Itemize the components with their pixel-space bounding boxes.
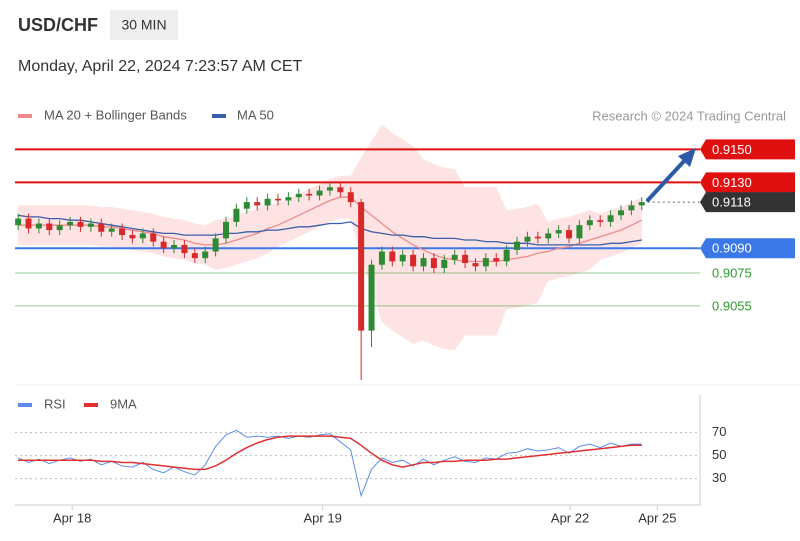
candle-body bbox=[638, 202, 645, 206]
candle-body bbox=[607, 215, 614, 222]
price-level-label: 0.9150 bbox=[712, 142, 752, 157]
candle-body bbox=[545, 233, 552, 239]
candle-body bbox=[254, 202, 261, 206]
candle-body bbox=[67, 221, 74, 226]
candle-body bbox=[274, 198, 281, 201]
candle-body bbox=[243, 202, 250, 209]
candle-body bbox=[35, 223, 42, 229]
candle-body bbox=[441, 259, 448, 269]
candle-body bbox=[482, 258, 489, 267]
candle-body bbox=[534, 236, 541, 239]
candle-body bbox=[451, 254, 458, 260]
rsi-line bbox=[18, 435, 642, 471]
candle-body bbox=[129, 235, 136, 239]
x-tick-label: Apr 22 bbox=[551, 510, 589, 525]
candle-body bbox=[337, 187, 344, 193]
y-tick-label: 70 bbox=[712, 424, 726, 439]
candle-body bbox=[98, 223, 105, 232]
legend-label: RSI bbox=[44, 396, 66, 411]
annotation-arrowhead bbox=[678, 148, 696, 167]
price-level-box bbox=[700, 139, 795, 160]
candle-body bbox=[514, 241, 521, 250]
candle-body bbox=[628, 205, 635, 211]
candle-body bbox=[399, 254, 406, 262]
candle-body bbox=[212, 238, 219, 252]
candle-body bbox=[576, 225, 583, 239]
x-tick-label: Apr 19 bbox=[304, 510, 342, 525]
legend-label: 9MA bbox=[110, 396, 137, 411]
candle-body bbox=[503, 249, 510, 262]
plot: 0.9150 0.9130 0.9118 0.9090 0.9075 0.9055 MA 2… bbox=[15, 107, 795, 525]
price-level-box bbox=[700, 238, 795, 259]
candle-body bbox=[171, 244, 178, 249]
candle-body bbox=[597, 220, 604, 222]
bollinger-band bbox=[18, 124, 642, 351]
candle-body bbox=[316, 190, 323, 196]
x-tick-label: Apr 18 bbox=[53, 510, 91, 525]
candle-body bbox=[358, 202, 365, 331]
candle-body bbox=[524, 236, 531, 242]
candle-body bbox=[472, 263, 479, 267]
price-level-box bbox=[700, 172, 795, 193]
candle-body bbox=[378, 251, 385, 265]
interval: 30 MIN bbox=[121, 17, 166, 33]
candle-body bbox=[264, 198, 271, 206]
candle-body bbox=[493, 258, 500, 262]
candle-body bbox=[430, 258, 437, 269]
candle-body bbox=[462, 254, 469, 264]
y-tick-label: 50 bbox=[712, 447, 726, 462]
interval-badge bbox=[110, 10, 178, 40]
candle-body bbox=[618, 210, 625, 216]
candle-body bbox=[347, 192, 354, 203]
candle-body bbox=[306, 193, 313, 196]
price-level-label: 0.9118 bbox=[712, 195, 751, 210]
candle-body bbox=[420, 258, 427, 267]
timestamp: Monday, April 22, 2024 7:23:57 AM CET bbox=[18, 58, 303, 75]
rsi-line bbox=[17, 429, 642, 498]
candle-body bbox=[202, 251, 209, 259]
candle-body bbox=[191, 253, 198, 259]
candle-body bbox=[326, 187, 333, 191]
y-tick-label: 30 bbox=[712, 470, 726, 485]
candle-body bbox=[46, 223, 53, 231]
candle-body bbox=[77, 221, 84, 227]
candle-body bbox=[233, 208, 240, 222]
price-level-label: 0.9130 bbox=[712, 175, 752, 190]
legend-label: MA 20 + Bollinger Bands bbox=[44, 107, 187, 122]
price-level-label: 0.9055 bbox=[712, 298, 752, 313]
legend-label: MA 50 bbox=[237, 107, 274, 122]
price-level-label: 0.9075 bbox=[712, 265, 752, 280]
candle-body bbox=[25, 218, 32, 229]
candle-body bbox=[410, 254, 417, 267]
candle-body bbox=[150, 233, 157, 242]
candle-body bbox=[586, 220, 593, 226]
candle-body bbox=[108, 228, 115, 232]
candle-body bbox=[119, 228, 126, 236]
price-level-label: 0.9090 bbox=[712, 241, 752, 256]
candle-body bbox=[285, 197, 292, 201]
credit: Research © 2024 Trading Central bbox=[592, 108, 786, 123]
candle-body bbox=[87, 223, 94, 227]
annotation-arrow bbox=[646, 157, 688, 202]
candle-body bbox=[368, 264, 375, 331]
candle-body bbox=[389, 251, 396, 262]
candle-body bbox=[160, 241, 167, 249]
candle-body bbox=[56, 225, 63, 231]
price-level-box bbox=[700, 192, 795, 213]
candle-body bbox=[139, 233, 146, 239]
candle-body bbox=[555, 230, 562, 234]
candle-body bbox=[566, 230, 573, 239]
candle-body bbox=[15, 218, 22, 226]
symbol: USD/CHF bbox=[18, 15, 98, 35]
candle-body bbox=[181, 244, 188, 254]
candle-body bbox=[223, 221, 230, 239]
x-tick-label: Apr 25 bbox=[638, 510, 676, 525]
candle-body bbox=[295, 193, 302, 198]
